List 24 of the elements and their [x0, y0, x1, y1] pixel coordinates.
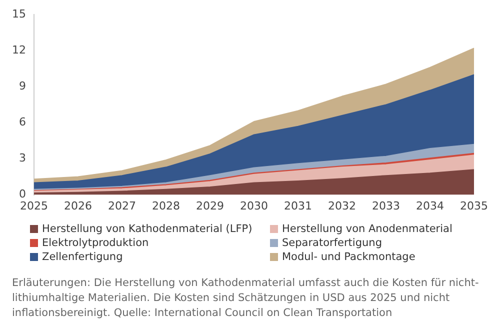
x-tick-label: 2025: [20, 199, 48, 212]
legend-label: Herstellung von Anodenmaterial: [281, 222, 454, 236]
x-tick-label: 2028: [152, 199, 180, 212]
y-tick-label: 9: [18, 80, 26, 93]
legend-label: Herstellung von Kathodenmaterial (LFP): [41, 222, 254, 236]
y-tick-label: 0: [18, 188, 26, 201]
text: Erläuterungen: Die Herstellung von Kathodenmaterial umfasst auch die Kosten für nicht-lithiumhaltige Materialien. Die Kosten sind Schätzungen in USD aus 2025 und nicht inflationsbereinigt. Quelle: International Council on Clean Transportation: [12, 276, 480, 321]
y-tick-label: 6: [18, 116, 26, 129]
legend-label: Zellenfertigung: [41, 250, 124, 264]
legend-label: Separatorfertigung: [281, 236, 383, 250]
x-tick-label: 2034: [416, 199, 444, 212]
x-tick-label: 2033: [372, 199, 400, 212]
y-tick-label: 12: [12, 44, 26, 56]
x-tick-label: 2027: [108, 199, 136, 212]
x-tick-label: 2031: [284, 199, 312, 212]
x-tick-label: 2032: [328, 199, 356, 212]
y-tick-label: 15: [12, 7, 26, 20]
x-tick-label: 2035: [460, 199, 488, 212]
legend-label: Elektrolytproduktion: [41, 236, 150, 250]
x-tick-label: 2026: [64, 199, 92, 212]
x-tick-label: 2030: [240, 199, 268, 212]
legend-label: Modul- und Packmontage: [281, 250, 416, 264]
y-tick-label: 3: [18, 152, 26, 165]
x-tick-label: 2029: [196, 199, 224, 212]
